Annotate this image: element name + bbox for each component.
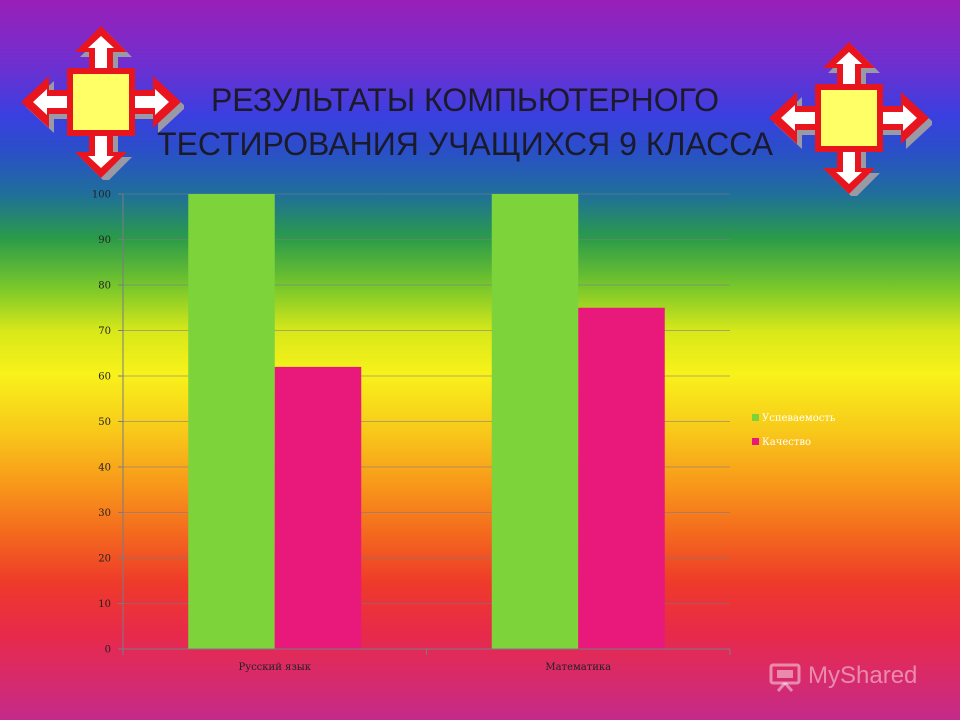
- x-tick-label: Русский язык: [238, 662, 311, 673]
- four-way-arrow-left-icon: [21, 26, 184, 180]
- y-tick-labels: 0 10 20 30 40 50 60 70 80 90 100: [92, 190, 111, 656]
- y-tick-label: 70: [98, 326, 111, 337]
- x-tick-labels: Русский язык Математика: [238, 662, 611, 673]
- legend-swatch: [752, 438, 759, 445]
- bars: [188, 194, 665, 649]
- y-tick-label: 90: [98, 235, 111, 246]
- watermark: MyShared: [768, 656, 917, 696]
- y-tick-label: 80: [98, 281, 111, 292]
- legend-swatch: [752, 414, 759, 421]
- slide-title: РЕЗУЛЬТАТЫ КОМПЬЮТЕРНОГО ТЕСТИРОВАНИЯ УЧ…: [150, 78, 780, 166]
- y-tick-label: 50: [98, 417, 111, 428]
- y-tick-label: 10: [98, 599, 111, 610]
- bar: [491, 194, 579, 649]
- title-line-2: ТЕСТИРОВАНИЯ УЧАЩИХСЯ 9 КЛАССА: [157, 126, 773, 162]
- y-tick-label: 100: [92, 190, 111, 201]
- bar: [188, 194, 275, 649]
- presentation-icon: [769, 663, 801, 692]
- legend-label: Успеваемость: [762, 413, 836, 424]
- legend: Успеваемость Качество: [752, 413, 836, 448]
- bar: [274, 366, 362, 649]
- legend-label: Качество: [762, 437, 811, 448]
- y-tick-label: 30: [98, 508, 111, 519]
- x-tick-label: Математика: [545, 662, 611, 673]
- bar: [578, 307, 665, 649]
- y-tick-label: 0: [105, 645, 111, 656]
- watermark-text: MyShared: [808, 662, 918, 689]
- y-tick-label: 20: [98, 554, 111, 565]
- title-line-1: РЕЗУЛЬТАТЫ КОМПЬЮТЕРНОГО: [210, 82, 720, 118]
- four-way-arrow-right-icon: [769, 42, 932, 196]
- y-tick-label: 40: [98, 463, 111, 474]
- axes: [118, 193, 731, 655]
- y-tick-label: 60: [98, 372, 111, 383]
